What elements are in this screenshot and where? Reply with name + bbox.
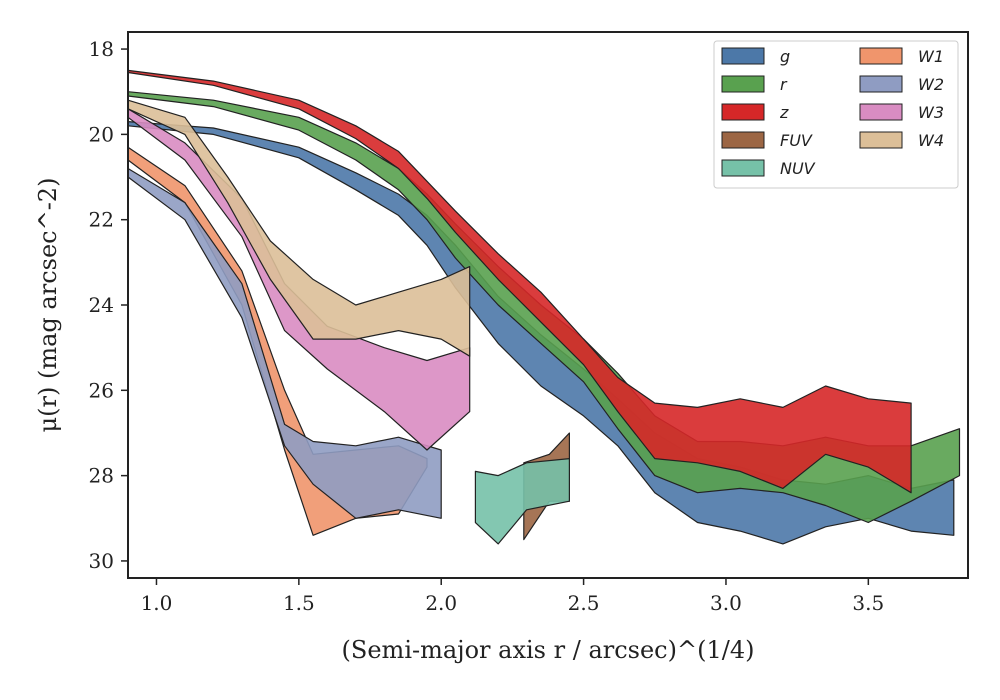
- y-tick-label: 20: [89, 122, 114, 146]
- series-areas: [127, 69, 961, 545]
- x-tick-label: 2.0: [425, 591, 457, 615]
- y-axis-title: μ(r) (mag arcsec^-2): [34, 178, 62, 433]
- series-area-w4: [127, 99, 471, 357]
- legend-swatch-z: [721, 103, 765, 121]
- legend-label-fuv: FUV: [780, 131, 813, 150]
- y-tick-label: 30: [89, 549, 114, 573]
- legend-label-nuv: NUV: [780, 159, 816, 178]
- y-tick-label: 26: [89, 378, 114, 402]
- y-tick-label: 22: [89, 208, 114, 232]
- x-tick-label: 1.0: [141, 591, 173, 615]
- legend-swatch-w3: [859, 103, 903, 121]
- x-tick-label: 2.5: [568, 591, 600, 615]
- series-area-w2: [127, 167, 442, 519]
- legend-swatch-g: [721, 47, 765, 65]
- x-axis-title: (Semi-major axis r / arcsec)^(1/4): [342, 636, 755, 664]
- legend-label-z: z: [779, 103, 789, 122]
- legend: grz FUV NUV W1 W2 W3 W4: [713, 40, 959, 189]
- x-axis-ticks: 1.0 1.5 2.0 2.5 3.0 3.5: [141, 578, 884, 615]
- legend-label-w1: W1: [918, 47, 944, 66]
- legend-label-w4: W4: [918, 131, 944, 150]
- legend-swatch-w2: [859, 75, 903, 93]
- legend-swatch-fuv: [721, 131, 765, 149]
- x-tick-label: 1.5: [283, 591, 315, 615]
- y-tick-label: 24: [89, 293, 114, 317]
- legend-swatch-w1: [859, 47, 903, 65]
- y-tick-label: 28: [89, 464, 114, 488]
- legend-label-r: r: [780, 75, 788, 94]
- series-area-nuv: [474, 458, 571, 545]
- legend-swatch-w4: [859, 131, 903, 149]
- legend-swatch-nuv: [721, 159, 765, 177]
- x-tick-label: 3.5: [852, 591, 884, 615]
- legend-label-w3: W3: [918, 103, 944, 122]
- x-tick-label: 3.0: [710, 591, 742, 615]
- legend-label-w2: W2: [918, 75, 944, 94]
- series-area-z: [127, 69, 912, 494]
- y-tick-label: 18: [89, 37, 114, 61]
- legend-swatch-r: [721, 75, 765, 93]
- legend-label-g: g: [780, 47, 790, 66]
- y-axis-ticks: 18 20 22 24 26 28 30: [89, 37, 128, 573]
